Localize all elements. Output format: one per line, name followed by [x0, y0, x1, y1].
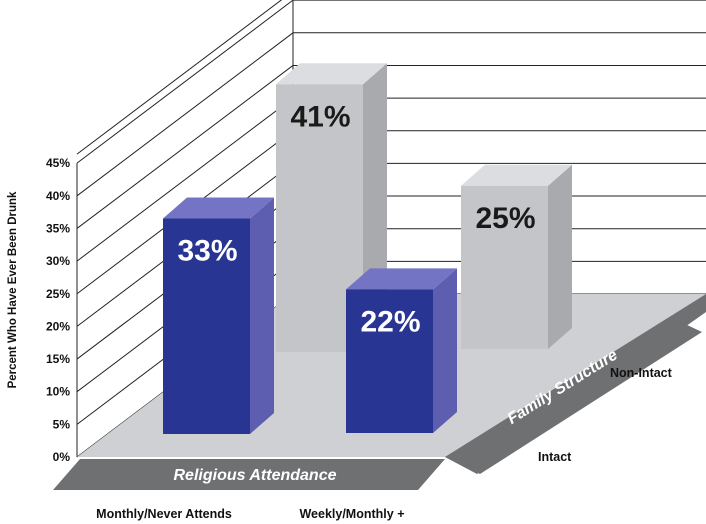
y-tick-label: 35% [46, 221, 70, 235]
series-label-intact: Intact [538, 450, 572, 464]
y-tick-label: 45% [46, 156, 70, 170]
bar-intact-1 [346, 289, 433, 433]
y-tick-label: 5% [53, 417, 71, 431]
bar-top [461, 164, 572, 186]
gridline-side [76, 97, 294, 262]
left-wall-top-edge [76, 0, 283, 155]
x-axis-band [53, 459, 445, 490]
gridline-side [76, 32, 294, 197]
y-axis-title: Percent Who Have Ever Been Drunk [7, 191, 19, 388]
bar-label: 22% [360, 305, 420, 338]
bar-label: 33% [177, 235, 237, 268]
bar-top [276, 63, 387, 85]
x-category-label: Weekly/Monthly + [299, 507, 404, 521]
bar-top [163, 197, 274, 219]
y-tick-label: 0% [53, 450, 71, 464]
y-tick-label: 10% [46, 385, 70, 399]
y-tick-label: 30% [46, 254, 70, 268]
bar-side [548, 164, 572, 349]
bar-intact-0 [163, 218, 250, 434]
bar-side [250, 197, 274, 434]
y-tick-label: 25% [46, 287, 70, 301]
y-tick-label: 20% [46, 319, 70, 333]
x-category-label: Monthly/Never Attends [96, 507, 232, 521]
bar-label: 41% [290, 100, 350, 133]
y-tick-label: 15% [46, 352, 70, 366]
y-tick-label: 40% [46, 189, 70, 203]
gridline-side [76, 0, 294, 164]
series-label-non-intact: Non-Intact [610, 366, 673, 380]
gridline-side [76, 65, 294, 229]
bar-non-intact-1 [461, 185, 548, 349]
bar-side [433, 268, 457, 433]
x-axis-title: Religious Attendance [174, 467, 337, 484]
bar-top [346, 268, 457, 290]
bar-label: 25% [475, 202, 535, 235]
depth-axis-band-front [445, 317, 702, 474]
